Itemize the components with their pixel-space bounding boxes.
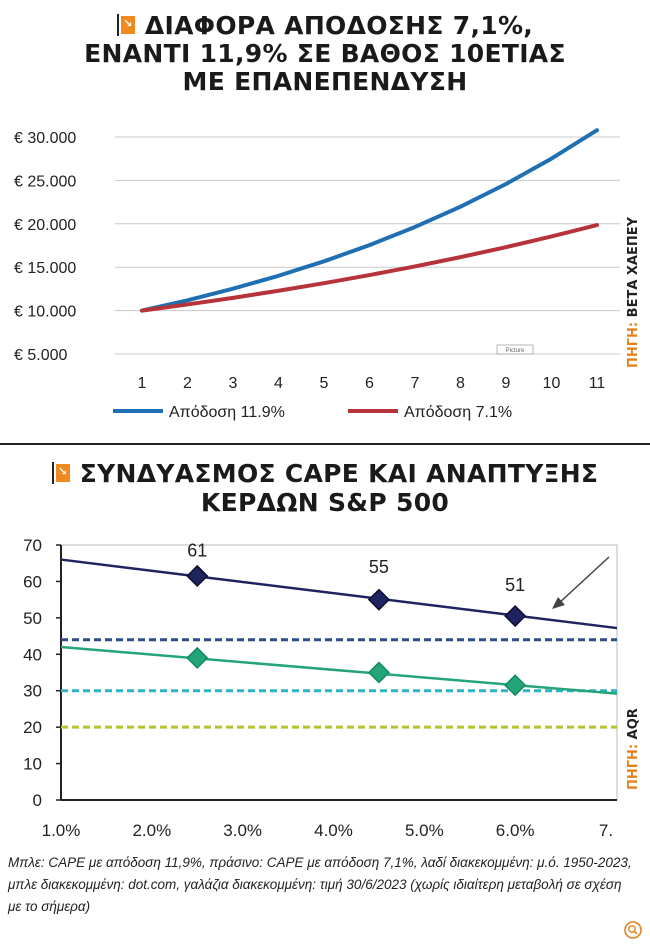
y-tick-label: € 30.000 [14,130,76,147]
diamond-marker [504,604,527,628]
diamond-marker [367,588,390,611]
plot-frame [60,544,618,801]
chart2-title-line-1: ↘ ΣΥΝΔΥΑΣΜΟΣ CAPE ΚΑΙ ΑΝΑΠΤΥΞΗΣ [0,459,650,488]
x-tick-label: 5.0% [405,821,444,840]
y-tick-label: 60 [23,572,42,591]
x-tick-label: 3 [229,375,238,392]
y-tick-label: 20 [23,718,42,737]
data-label: 55 [369,557,389,577]
x-tick-label: 3.0% [223,821,262,840]
y-tick-label: 10 [23,755,42,774]
y-tick-label: 30 [23,682,42,701]
chart2-title: ↘ ΣΥΝΔΥΑΣΜΟΣ CAPE ΚΑΙ ΑΝΑΠΤΥΞΗΣ ΚΕΡΔΩΝ S&… [0,459,650,517]
y-tick-label: € 15.000 [14,260,76,277]
series-line-0 [60,558,618,630]
x-tick-label: 2.0% [132,821,171,840]
series-line-red [140,223,599,313]
orange-arrow-logo-icon: ↘ [116,14,139,36]
arrow-line [557,556,610,605]
x-tick-label: 1.0% [42,821,81,840]
y-tick-label: € 20.000 [14,217,76,234]
y-tick-label: € 10.000 [14,304,76,321]
x-tick-label: 1 [138,375,147,392]
legend-label: Απόδοση 7.1% [404,404,512,421]
x-tick-label: 5 [320,375,329,392]
picture-watermark-box [496,344,534,355]
x-tick-label: 11 [589,375,606,392]
diamond-marker [186,646,209,669]
y-tick-label: 70 [23,536,42,555]
picture-watermark: Picture [506,348,525,354]
caption-text: Μπλε: CAPE με απόδοση 11,9%, πράσινο: CA… [8,855,632,914]
chart2-source: ΠΗΓΗ: AQR [626,708,641,790]
chart1-title-line-1: ↘ ΔΙΑΦΟΡΑ ΑΠΟΔΟΣΗΣ 7,1%, [0,12,650,40]
data-label: 51 [505,575,525,595]
y-tick-label: 50 [23,609,42,628]
diamond-marker [367,661,390,684]
y-tick-label: € 25.000 [14,173,76,190]
y-tick-label: € 5.000 [14,347,67,364]
x-tick-label: 7 [411,375,420,392]
x-tick-label: 7. [599,821,613,840]
chart2-title-line-2: ΚΕΡΔΩΝ S&P 500 [200,488,450,517]
chart1-title-line-2: ΕΝΑΝΤΙ 11,9% ΣΕ ΒΑΘΟΣ 10ΕΤΙΑΣ [84,39,566,68]
y-tick-label: 0 [33,791,42,810]
x-tick-label: 4 [274,375,283,392]
chart2-line-chart: 0 10 20 30 40 50 60 70 1.0% 2.0% 3.0% 4.0% 5.0% 6.0% 7… [23,536,618,840]
x-tick-label: 6 [365,375,374,392]
x-tick-label: 9 [502,375,511,392]
data-label: 61 [187,540,207,560]
orange-arrow-logo-icon: ↘ [51,462,74,484]
series-line-blue [140,128,599,313]
arrow-head [552,597,565,609]
x-tick-label: 10 [543,375,561,392]
x-tick-label: 2 [183,375,192,392]
zoom-icon[interactable] [624,921,642,939]
x-tick-label: 8 [456,375,465,392]
section-divider [0,443,650,445]
diamond-marker [504,674,527,697]
chart1-title: ↘ ΔΙΑΦΟΡΑ ΑΠΟΔΟΣΗΣ 7,1%, ΕΝΑΝΤΙ 11,9% ΣΕ … [0,12,650,96]
x-tick-label: 4.0% [314,821,353,840]
x-tick-label: 6.0% [496,821,535,840]
chart1-title-line-3: ΜΕ ΕΠΑΝΕΠΕΝΔΥΣΗ [182,67,468,96]
series-line-1 [60,645,618,695]
y-tick-label: 40 [23,645,42,664]
diamond-marker [186,564,209,588]
legend-label: Απόδοση 11.9% [169,404,285,421]
chart1-line-chart: € 5.000 € 10.000 € 15.000 € 20.000 € 25.000 €… [14,128,620,421]
